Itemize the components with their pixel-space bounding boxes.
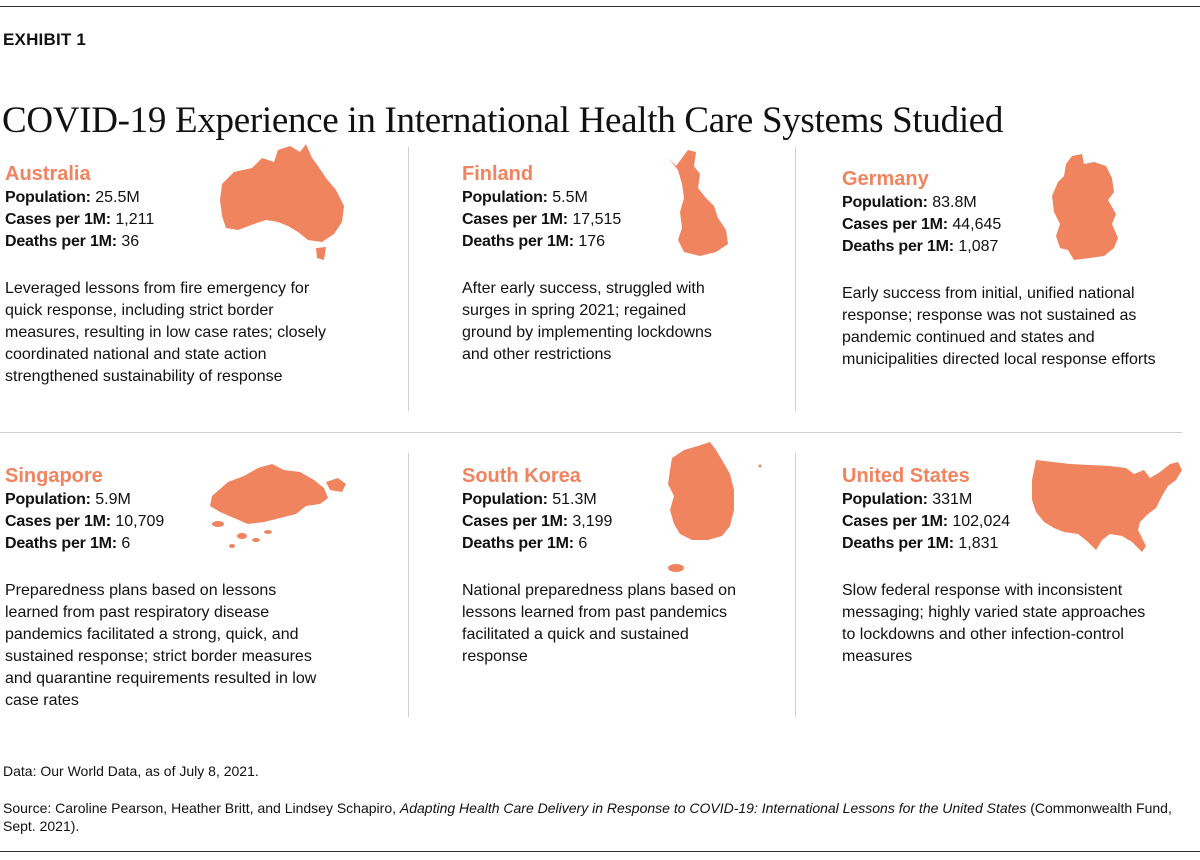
population-stat: Population: 83.8M (842, 192, 1187, 214)
source-title: Adapting Health Care Delivery in Respons… (399, 800, 1027, 816)
stat-value: 36 (121, 233, 140, 250)
cases-stat: Cases per 1M: 3,199 (462, 511, 737, 533)
stat-label: Deaths per 1M: (462, 233, 574, 250)
stat-value: 44,645 (952, 216, 1002, 233)
country-name: South Korea (462, 465, 581, 487)
data-note: Data: Our World Data, as of July 8, 2021… (3, 763, 259, 779)
stat-label: Cases per 1M: (842, 216, 948, 233)
stat-label: Cases per 1M: (462, 513, 568, 530)
country-name: United States (842, 465, 970, 487)
stat-label: Population: (5, 189, 91, 206)
country-description: After early success, struggled with surg… (462, 280, 712, 363)
stat-value: 3,199 (572, 513, 613, 530)
stat-value: 1,087 (958, 238, 999, 255)
cases-stat: Cases per 1M: 17,515 (462, 209, 732, 231)
deaths-stat: Deaths per 1M: 1,087 (842, 236, 1187, 258)
stat-value: 25.5M (95, 189, 140, 206)
divider-vertical (408, 147, 409, 411)
country-card-south-korea: South Korea Population: 51.3M Cases per … (462, 464, 737, 668)
finland-map-icon (666, 148, 732, 258)
germany-map-icon (1050, 152, 1122, 264)
stat-value: 6 (578, 535, 588, 552)
australia-map-icon (218, 142, 346, 262)
country-description: Leveraged lessons from fire emergency fo… (5, 280, 327, 385)
exhibit-label: EXHIBIT 1 (3, 30, 87, 49)
source-note: Source: Caroline Pearson, Heather Britt,… (3, 799, 1193, 835)
population-stat: Population: 5.9M (5, 489, 325, 511)
stat-label: Deaths per 1M: (842, 238, 954, 255)
stat-label: Population: (5, 491, 91, 508)
stat-value: 17,515 (572, 211, 622, 228)
divider-vertical (795, 147, 796, 411)
population-stat: Population: 25.5M (5, 187, 345, 209)
population-stat: Population: 51.3M (462, 489, 737, 511)
stat-value: 1,211 (115, 211, 155, 228)
top-rule (0, 6, 1200, 7)
country-name: Australia (5, 163, 91, 185)
country-card-australia: Australia Population: 25.5M Cases per 1M… (5, 162, 345, 388)
country-card-united-states: United States Population: 331M Cases per… (842, 464, 1152, 668)
page-title: COVID-19 Experience in International Hea… (2, 99, 1004, 141)
stat-value: 83.8M (932, 194, 977, 211)
country-name: Singapore (5, 465, 103, 487)
united-states-map-icon (1030, 456, 1186, 554)
source-suffix: (Commonwealth Fund, Sept. 2021). (3, 800, 1172, 834)
stat-value: 1,831 (958, 535, 999, 552)
deaths-stat: Deaths per 1M: 6 (462, 533, 737, 555)
stat-label: Population: (842, 491, 928, 508)
stat-label: Cases per 1M: (5, 513, 111, 530)
stat-value: 102,024 (952, 513, 1011, 530)
country-card-finland: Finland Population: 5.5M Cases per 1M: 1… (462, 162, 732, 366)
divider-vertical (795, 453, 796, 717)
stat-value: 331M (932, 491, 973, 508)
country-description: National preparedness plans based on les… (462, 582, 736, 665)
cases-stat: Cases per 1M: 102,024 (842, 511, 1152, 533)
stat-label: Deaths per 1M: (5, 535, 117, 552)
population-stat: Population: 331M (842, 489, 1152, 511)
stat-value: 51.3M (552, 491, 597, 508)
south-korea-map-icon (664, 440, 764, 574)
deaths-stat: Deaths per 1M: 6 (5, 533, 325, 555)
country-description: Preparedness plans based on lessons lear… (5, 582, 317, 709)
deaths-stat: Deaths per 1M: 176 (462, 231, 732, 253)
stat-label: Deaths per 1M: (462, 535, 574, 552)
stat-label: Cases per 1M: (842, 513, 948, 530)
bottom-rule (0, 851, 1200, 852)
divider-horizontal (0, 432, 1182, 433)
stat-label: Deaths per 1M: (5, 233, 117, 250)
cases-stat: Cases per 1M: 44,645 (842, 214, 1187, 236)
stat-value: 176 (578, 233, 606, 250)
country-name: Germany (842, 168, 929, 190)
deaths-stat: Deaths per 1M: 36 (5, 231, 345, 253)
stat-label: Population: (462, 189, 548, 206)
source-prefix: Source: Caroline Pearson, Heather Britt,… (3, 800, 400, 816)
stat-label: Deaths per 1M: (842, 535, 954, 552)
population-stat: Population: 5.5M (462, 187, 732, 209)
cases-stat: Cases per 1M: 10,709 (5, 511, 325, 533)
deaths-stat: Deaths per 1M: 1,831 (842, 533, 1152, 555)
country-description: Early success from initial, unified nati… (842, 285, 1156, 368)
stat-value: 5.5M (552, 189, 588, 206)
country-name: Finland (462, 163, 534, 185)
stat-value: 6 (121, 535, 131, 552)
singapore-map-icon (198, 462, 348, 558)
country-card-germany: Germany Population: 83.8M Cases per 1M: … (842, 167, 1187, 371)
stat-label: Cases per 1M: (5, 211, 111, 228)
stat-label: Population: (462, 491, 548, 508)
stat-value: 10,709 (115, 513, 165, 530)
stat-label: Cases per 1M: (462, 211, 568, 228)
country-card-singapore: Singapore Population: 5.9M Cases per 1M:… (5, 464, 325, 712)
country-description: Slow federal response with inconsistent … (842, 582, 1146, 665)
cases-stat: Cases per 1M: 1,211 (5, 209, 345, 231)
stat-label: Population: (842, 194, 928, 211)
divider-vertical (408, 453, 409, 717)
stat-value: 5.9M (95, 491, 131, 508)
